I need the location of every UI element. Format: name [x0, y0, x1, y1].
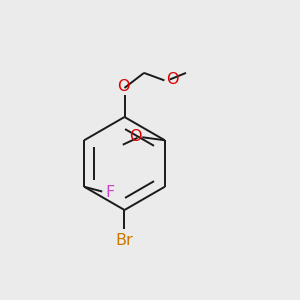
Text: O: O [166, 72, 178, 87]
Text: O: O [117, 79, 130, 94]
Text: Br: Br [116, 233, 134, 248]
Text: O: O [129, 129, 141, 144]
Text: F: F [105, 185, 115, 200]
